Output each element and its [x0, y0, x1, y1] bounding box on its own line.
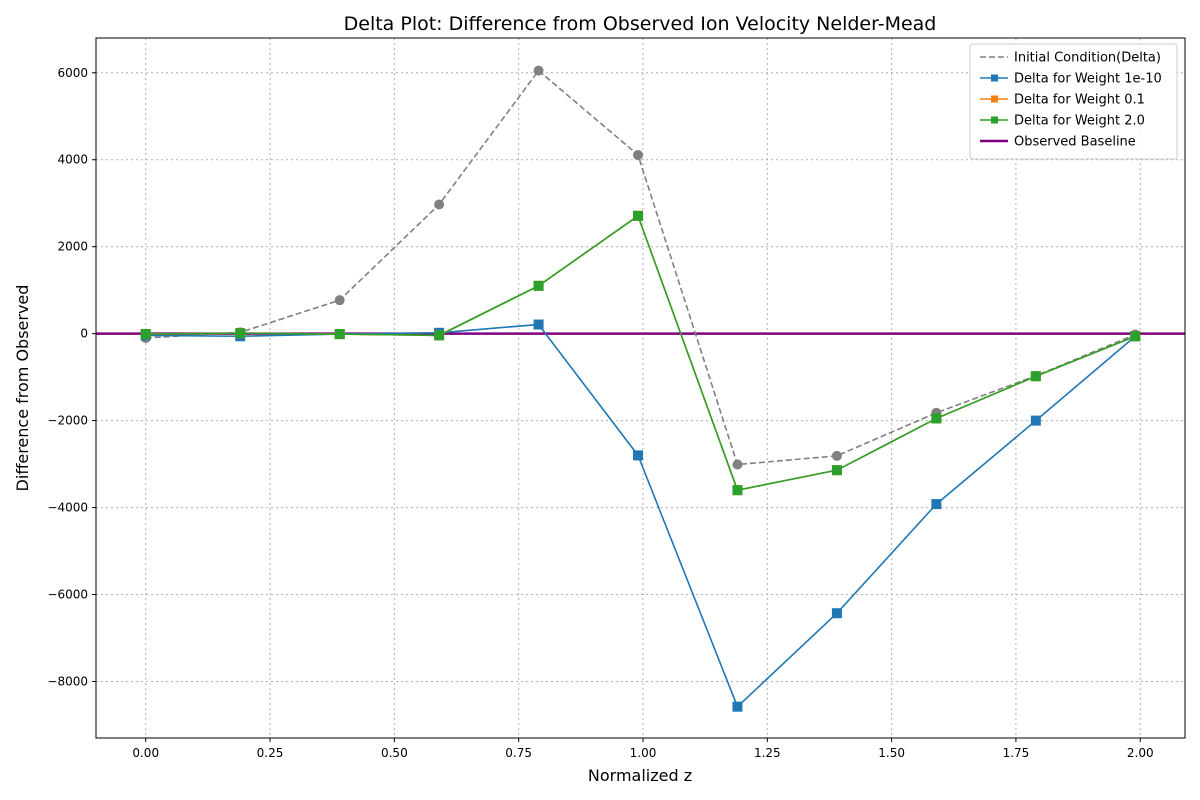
series-1-point: [831, 608, 842, 619]
series-0-point: [533, 65, 544, 76]
x-tick-label: 2.00: [1127, 746, 1154, 760]
y-tick-label: 0: [80, 327, 88, 341]
y-tick-label: −4000: [47, 501, 88, 515]
series-3-point: [831, 465, 842, 476]
series-3-point: [1130, 331, 1141, 342]
legend-entry-label: Delta for Weight 0.1: [1014, 93, 1145, 108]
series-3-point: [533, 280, 544, 291]
series-3-point: [931, 413, 942, 424]
legend-marker: [991, 74, 998, 82]
series-3-point: [732, 485, 743, 496]
series-3-point: [434, 330, 445, 341]
legend-entry-label: Observed Baseline: [1014, 135, 1136, 150]
series-1-point: [732, 701, 743, 712]
legend-marker: [991, 116, 998, 124]
ticks: 0.00 0.25 0.50 0.75 1.00 1.25 1.50 1.75 2.00 −800…: [47, 66, 1153, 760]
x-tick-label: 1.25: [754, 746, 781, 760]
series-3-point: [1030, 371, 1041, 382]
legend-entry-label: Delta for Weight 1e-10: [1014, 72, 1162, 87]
y-tick-label: 2000: [57, 240, 88, 254]
y-tick-label: −8000: [47, 674, 88, 688]
series-3-point: [235, 328, 246, 339]
x-tick-label: 0.00: [132, 746, 159, 760]
series-1-point: [1030, 415, 1041, 426]
series-3-group: [140, 210, 1141, 496]
y-tick-label: 6000: [57, 66, 88, 80]
series-1-point: [633, 450, 644, 461]
x-tick-label: 1.50: [878, 746, 905, 760]
series-0-point: [334, 295, 345, 306]
legend-entry-label: Delta for Weight 2.0: [1014, 114, 1145, 129]
y-tick-label: −2000: [47, 414, 88, 428]
series-3-point: [334, 329, 345, 340]
series-1-point: [533, 319, 544, 330]
series-0-point: [831, 450, 842, 461]
y-axis-label: Difference from Observed: [13, 285, 32, 492]
legend: Initial Condition(Delta) Delta for Weight…: [969, 43, 1178, 160]
legend-box: [969, 43, 1178, 160]
y-tick-label: 4000: [57, 153, 88, 167]
x-tick-label: 0.75: [505, 746, 532, 760]
series-0-point: [434, 199, 445, 210]
series-layer: [140, 65, 1141, 712]
plot-frame: [95, 37, 1186, 739]
series-3-point: [633, 210, 644, 221]
series-3-point: [140, 329, 151, 340]
x-tick-label: 1.75: [1003, 746, 1030, 760]
y-tick-label: −6000: [47, 588, 88, 602]
series-1-point: [931, 499, 942, 510]
series-0-point: [633, 149, 644, 160]
x-tick-label: 0.50: [381, 746, 408, 760]
x-tick-label: 0.25: [257, 746, 284, 760]
series-0-point: [732, 459, 743, 470]
chart-title: Delta Plot: Difference from Observed Ion…: [344, 13, 937, 35]
legend-entry-label: Initial Condition(Delta): [1014, 51, 1161, 66]
legend-marker: [991, 95, 998, 103]
x-axis-label: Normalized z: [588, 766, 692, 785]
x-tick-label: 1.00: [630, 746, 657, 760]
